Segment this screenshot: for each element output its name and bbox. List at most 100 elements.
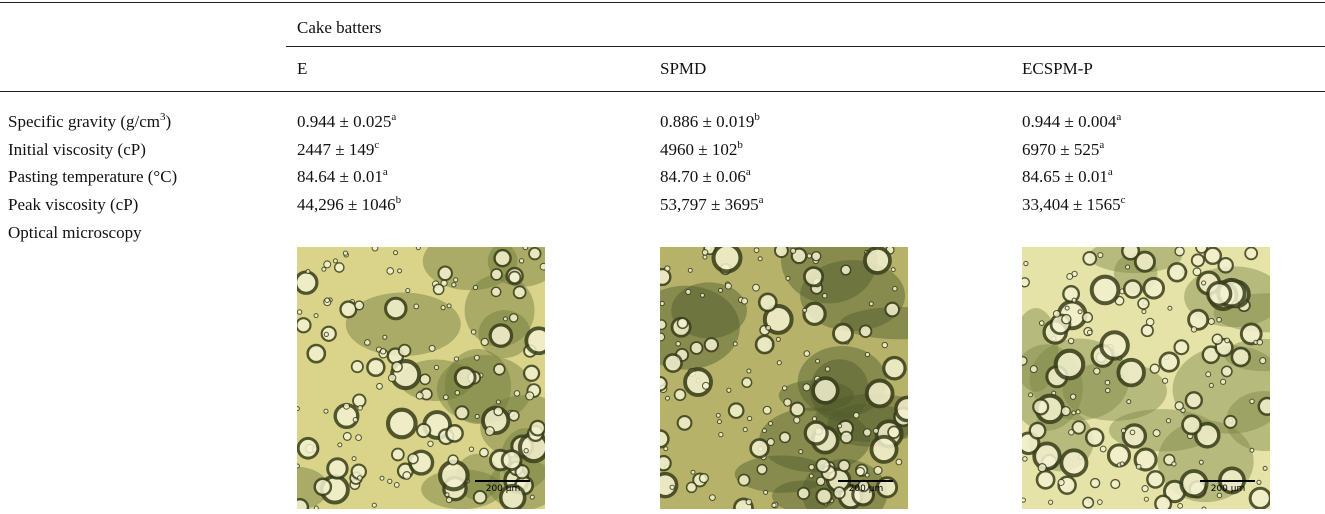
micrograph-part <box>1030 366 1037 373</box>
micrograph-part <box>1146 318 1153 325</box>
micrograph-part <box>809 474 813 478</box>
cell: 2447 ± 149c <box>297 140 379 160</box>
micrograph-part <box>804 267 822 285</box>
micrograph-part <box>1078 310 1082 314</box>
micrograph-part <box>297 464 299 468</box>
cell: 84.70 ± 0.06a <box>660 167 751 187</box>
cell-sup: b <box>754 111 760 123</box>
micrograph-part <box>377 383 383 389</box>
cell: 44,296 ± 1046b <box>297 195 401 215</box>
micrograph-part <box>729 403 744 418</box>
cell-value: 84.65 ± 0.01 <box>1022 167 1108 186</box>
column-header: SPMD <box>660 59 706 79</box>
micrograph-part <box>1072 298 1076 302</box>
micrograph-part <box>392 362 402 372</box>
micrograph-part <box>1183 416 1201 434</box>
micrograph-part <box>873 428 878 433</box>
cell-sup: b <box>396 194 402 206</box>
micrograph-part <box>491 269 502 280</box>
micrograph-part <box>1150 364 1159 373</box>
micrograph-part <box>343 433 351 441</box>
group-header: Cake batters <box>297 18 382 38</box>
micrograph-part <box>448 455 458 465</box>
micrograph-part <box>812 417 816 421</box>
micrograph-part <box>816 359 820 363</box>
micrograph-part <box>314 506 318 509</box>
micrograph-part <box>812 252 821 261</box>
micrograph-part <box>757 465 767 475</box>
micrograph-part <box>298 438 318 458</box>
micrograph-part <box>387 268 394 275</box>
row-label: Peak viscosity (cP) <box>8 195 138 215</box>
cell-value: 0.886 ± 0.019 <box>660 112 754 131</box>
micrograph-part <box>502 451 521 470</box>
cell: 6970 ± 525a <box>1022 140 1104 160</box>
micrograph-part <box>1094 368 1100 374</box>
micrograph-part <box>803 308 807 312</box>
micrograph-part <box>420 374 430 384</box>
micrograph-part <box>452 283 456 287</box>
micrograph-part <box>403 472 411 480</box>
micrograph-part <box>510 314 518 322</box>
cell: 33,404 ± 1565c <box>1022 195 1125 215</box>
micrograph-part <box>526 392 534 400</box>
cell: 4960 ± 102b <box>660 140 743 160</box>
micrograph-part <box>767 438 774 445</box>
micrograph-part <box>1257 339 1263 345</box>
micrograph-part <box>1092 277 1119 304</box>
micrograph-part <box>791 248 796 253</box>
micrograph-part <box>445 493 449 497</box>
micrograph-part <box>1232 348 1250 366</box>
micrograph-part <box>865 352 869 356</box>
micrograph-part <box>1189 310 1208 329</box>
micrograph-part <box>1206 372 1211 377</box>
micrograph-part <box>509 272 521 284</box>
micrograph-part <box>365 340 371 346</box>
micrograph-part <box>896 397 908 420</box>
micrograph-part <box>865 473 869 477</box>
micrograph-part <box>357 476 362 481</box>
micrograph-part <box>841 432 853 444</box>
micrograph-part <box>716 413 720 417</box>
micrograph-part <box>443 395 448 400</box>
micrograph-part <box>1098 253 1103 258</box>
micrograph-part <box>775 247 788 257</box>
micrograph-part <box>519 259 523 263</box>
micrograph-part <box>738 474 749 485</box>
micrograph-part <box>434 365 438 369</box>
micrograph-part <box>440 462 468 490</box>
cell-sup: a <box>391 111 396 123</box>
micrograph-part <box>1224 416 1236 428</box>
row-label: Pasting temperature (°C) <box>8 167 177 187</box>
micrograph-part <box>524 449 528 453</box>
micrograph-part <box>1070 394 1075 399</box>
cell-value: 53,797 ± 3695 <box>660 195 759 214</box>
micrograph-part <box>328 459 347 478</box>
micrograph-part <box>380 476 384 480</box>
micrograph-part <box>297 499 308 509</box>
row-label-after: ) <box>166 112 172 131</box>
micrograph-part <box>1142 325 1153 336</box>
micrograph-part <box>784 399 791 406</box>
micrograph-part <box>809 464 814 469</box>
micrograph-part <box>540 263 545 270</box>
micrograph-part <box>833 324 852 343</box>
micrograph-part <box>392 449 404 461</box>
micrograph-part <box>777 361 781 365</box>
micrograph-part <box>1147 471 1163 487</box>
micrograph-part <box>893 286 898 291</box>
micrograph-part <box>530 421 545 436</box>
micrograph-part <box>1033 399 1048 414</box>
micrograph-part <box>1037 471 1054 488</box>
micrograph-part <box>710 495 716 501</box>
row-label: Specific gravity (g/cm3) <box>8 112 171 132</box>
micrograph-part <box>475 414 479 418</box>
micrograph-part <box>1123 425 1145 447</box>
micrograph-part <box>751 439 769 457</box>
micrograph-part <box>324 261 331 268</box>
micrograph-part <box>471 330 476 335</box>
micrograph-part <box>1221 379 1226 384</box>
micrograph-part <box>1049 500 1053 504</box>
micrograph-part <box>441 306 445 310</box>
micrograph-part <box>1212 334 1222 344</box>
